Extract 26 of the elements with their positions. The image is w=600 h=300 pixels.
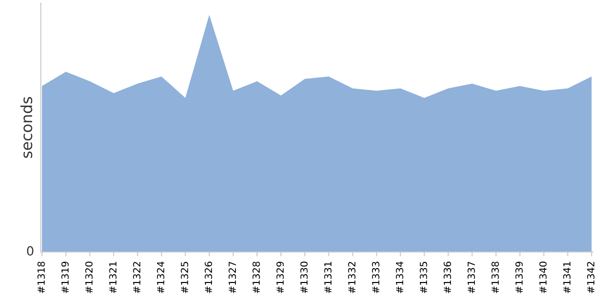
x-tick-label: #1327 bbox=[228, 262, 236, 294]
x-tick-label: #1332 bbox=[348, 262, 356, 294]
x-tick-label: #1319 bbox=[61, 262, 69, 294]
x-tick-label: #1318 bbox=[37, 262, 45, 294]
text: 0 bbox=[27, 246, 34, 256]
x-tick-label: #1326 bbox=[204, 262, 212, 294]
x-tick-label: #1328 bbox=[252, 262, 260, 294]
x-tick-label: #1320 bbox=[85, 262, 93, 294]
y-axis-title: seconds bbox=[20, 97, 32, 158]
x-tick-label: #1339 bbox=[515, 262, 523, 294]
x-tick-label: #1336 bbox=[444, 262, 452, 294]
x-tick-label: #1331 bbox=[324, 262, 332, 294]
x-tick-label: #1329 bbox=[276, 262, 284, 294]
x-tick-label: #1341 bbox=[563, 262, 571, 294]
x-tick-label: #1338 bbox=[491, 262, 499, 294]
x-tick-label: #1337 bbox=[468, 262, 475, 294]
x-tick-label: #1335 bbox=[420, 262, 428, 294]
x-tick-label: #1324 bbox=[156, 262, 164, 294]
x-tick-label: #1322 bbox=[133, 262, 140, 294]
x-tick-label: #1334 bbox=[396, 262, 404, 294]
x-tick-label: #1333 bbox=[372, 262, 380, 294]
x-tick-label: #1330 bbox=[300, 262, 308, 294]
x-tick-label: #1340 bbox=[539, 262, 547, 294]
x-tick-label: #1321 bbox=[109, 262, 117, 294]
x-tick-label: #1325 bbox=[180, 262, 188, 294]
x-tick-label: #1342 bbox=[587, 262, 594, 294]
